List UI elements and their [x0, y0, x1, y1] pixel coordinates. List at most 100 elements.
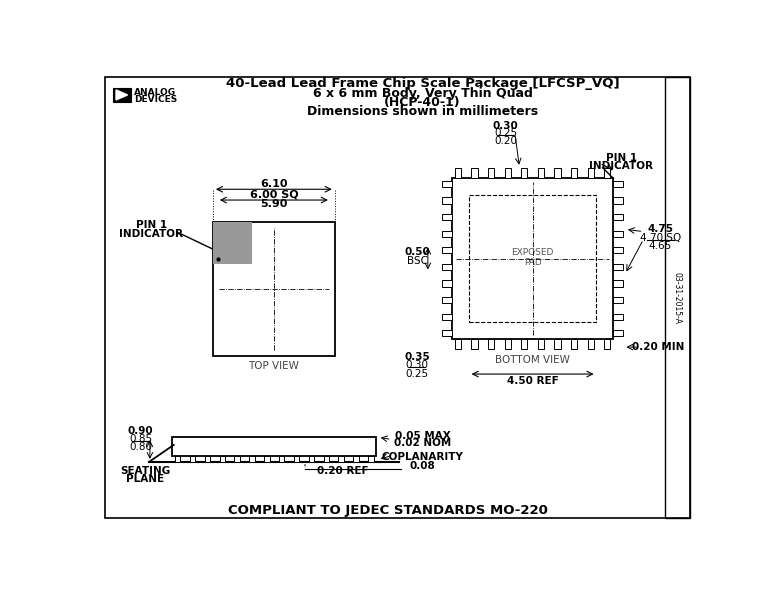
Bar [213, 221, 335, 356]
Bar [308, 456, 314, 462]
Text: 0.25: 0.25 [494, 128, 517, 138]
Text: TOP VIEW: TOP VIEW [249, 360, 299, 370]
Text: 6 x 6 mm Body, Very Thin Quad: 6 x 6 mm Body, Very Thin Quad [312, 87, 532, 100]
Bar [521, 339, 528, 349]
Bar [613, 247, 623, 253]
Bar [521, 168, 528, 178]
Bar [504, 339, 510, 349]
Text: 0.80: 0.80 [129, 442, 152, 452]
Bar [249, 456, 255, 462]
Bar [469, 194, 597, 322]
Bar [571, 339, 577, 349]
Text: 0.50: 0.50 [404, 247, 430, 257]
Bar [368, 456, 374, 462]
Bar [613, 280, 623, 286]
Text: 0.20 REF: 0.20 REF [316, 466, 368, 476]
Text: BOTTOM VIEW: BOTTOM VIEW [495, 355, 570, 365]
Bar [538, 168, 544, 178]
Text: 4.75: 4.75 [647, 224, 674, 234]
Bar [455, 339, 461, 349]
Text: 03-31-2015-A: 03-31-2015-A [673, 272, 682, 324]
Text: PIN 1: PIN 1 [136, 220, 167, 230]
Bar [441, 230, 451, 237]
Bar [587, 339, 594, 349]
Bar [441, 264, 451, 270]
Bar [339, 456, 344, 462]
Text: DEVICES: DEVICES [134, 95, 177, 104]
Text: COMPLIANT TO JEDEC STANDARDS MO-220: COMPLIANT TO JEDEC STANDARDS MO-220 [228, 504, 548, 517]
Bar [294, 456, 299, 462]
Text: 0.30: 0.30 [406, 360, 429, 370]
Bar [613, 264, 623, 270]
Bar [613, 197, 623, 204]
Bar [488, 168, 494, 178]
Bar [354, 456, 359, 462]
Text: INDICATOR: INDICATOR [120, 229, 183, 239]
Text: INDICATOR: INDICATOR [589, 161, 653, 171]
Text: (HCP-40-1): (HCP-40-1) [384, 96, 461, 109]
Bar [172, 437, 376, 456]
Bar [451, 178, 613, 339]
Text: 0.85: 0.85 [129, 434, 152, 444]
Text: 40-Lead Lead Frame Chip Scale Package [LFCSP_VQ]: 40-Lead Lead Frame Chip Scale Package [L… [225, 77, 619, 90]
Bar [555, 339, 560, 349]
Text: 0.25: 0.25 [406, 369, 429, 379]
Bar [235, 456, 240, 462]
Bar [605, 168, 611, 178]
Bar [323, 456, 329, 462]
Bar [213, 221, 252, 264]
Text: PLANE: PLANE [126, 474, 164, 484]
Bar [441, 247, 451, 253]
Bar [190, 456, 195, 462]
Text: SEATING: SEATING [120, 466, 170, 476]
Bar [613, 214, 623, 220]
Text: 0.20 MIN: 0.20 MIN [632, 342, 685, 352]
Bar [441, 280, 451, 286]
Text: 0.20: 0.20 [494, 135, 517, 145]
Bar [279, 456, 284, 462]
Text: PAD: PAD [524, 258, 542, 267]
Polygon shape [116, 90, 127, 100]
Bar [220, 456, 225, 462]
Bar [472, 339, 478, 349]
Bar [538, 339, 544, 349]
Bar [613, 313, 623, 320]
Bar [441, 313, 451, 320]
Bar [613, 297, 623, 303]
Text: 0.05 MAX: 0.05 MAX [395, 431, 451, 441]
Bar [455, 168, 461, 178]
Text: ANALOG: ANALOG [134, 88, 176, 97]
Bar [571, 168, 577, 178]
Text: 0.02 NOM: 0.02 NOM [394, 438, 451, 448]
Bar [587, 168, 594, 178]
Text: EXPOSED: EXPOSED [511, 248, 554, 257]
Bar [441, 214, 451, 220]
Bar [555, 168, 560, 178]
Text: 4.50 REF: 4.50 REF [507, 376, 559, 386]
Bar [613, 181, 623, 187]
Text: BSC: BSC [406, 256, 427, 266]
Text: 0.35: 0.35 [404, 352, 430, 362]
Bar [264, 456, 270, 462]
Bar [613, 330, 623, 336]
Text: 6.10: 6.10 [260, 179, 287, 189]
Bar [665, 77, 691, 518]
Bar [613, 230, 623, 237]
Bar [504, 168, 510, 178]
Bar [488, 339, 494, 349]
Bar [175, 456, 180, 462]
Bar [113, 88, 131, 102]
Text: 0.30: 0.30 [493, 121, 518, 131]
Bar [441, 181, 451, 187]
Bar [441, 297, 451, 303]
Bar [204, 456, 210, 462]
Bar [441, 197, 451, 204]
Text: 4.70 SQ: 4.70 SQ [639, 233, 681, 243]
Bar [441, 330, 451, 336]
Text: 0.90: 0.90 [128, 426, 154, 436]
Text: COPLANARITY: COPLANARITY [382, 452, 463, 462]
Text: PIN 1: PIN 1 [605, 153, 636, 163]
Text: 4.65: 4.65 [649, 241, 672, 252]
Text: Dimensions shown in millimeters: Dimensions shown in millimeters [307, 105, 538, 118]
Text: 0.08: 0.08 [409, 461, 435, 471]
